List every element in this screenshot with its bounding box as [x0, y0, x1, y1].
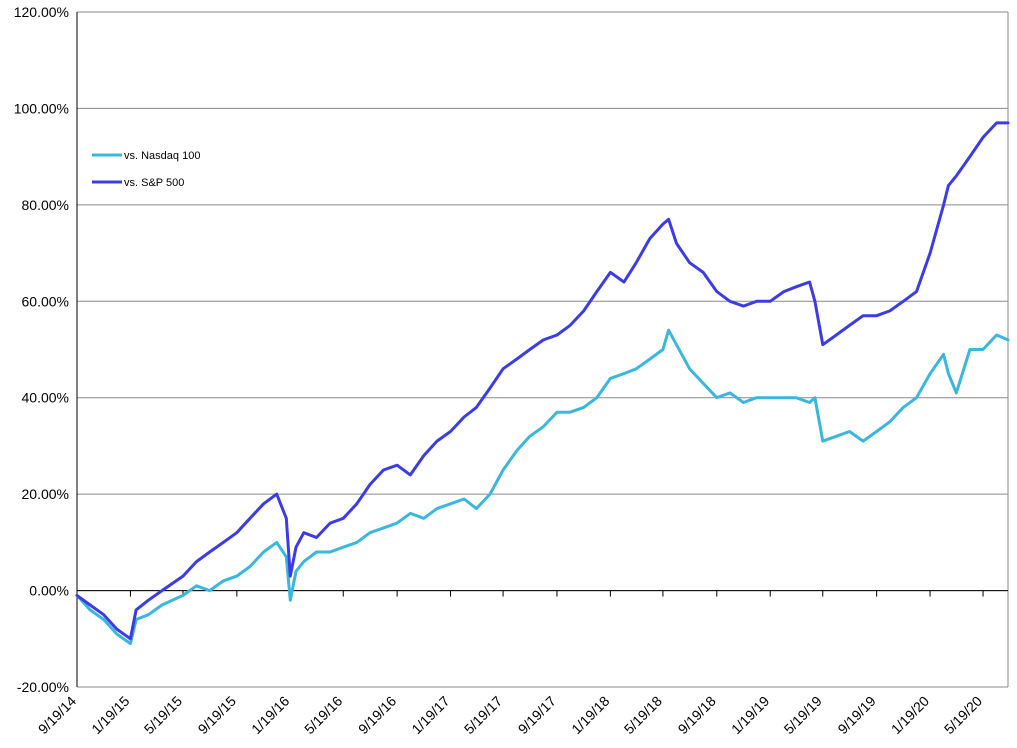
- series-line-nasdaq-100: [75, 328, 1010, 646]
- x-tick-label: 5/19/16: [301, 693, 345, 737]
- y-tick-label: 60.00%: [22, 293, 69, 309]
- x-tick-label: 1/19/19: [728, 693, 772, 737]
- x-tick-label: 9/19/19: [834, 693, 878, 737]
- x-tick-label: 1/19/20: [888, 693, 932, 737]
- legend-label: vs. Nasdaq 100: [124, 150, 200, 162]
- x-tick-label: 9/19/18: [675, 693, 719, 737]
- x-tick-label: 9/19/16: [355, 693, 399, 737]
- x-tick-label: 1/19/17: [408, 693, 452, 737]
- legend: vs. Nasdaq 100 vs. S&P 500: [92, 150, 200, 189]
- x-tick-label: 5/19/17: [461, 693, 505, 737]
- y-tick-label: 40.00%: [22, 390, 69, 406]
- axes: -20.00% 0.00% 20.00% 40.00% 60.00% 80.00% 100.…: [14, 4, 1009, 737]
- y-tick-label: 100.00%: [14, 100, 69, 116]
- x-tick-label: 5/19/20: [941, 693, 985, 737]
- x-tick-label: 5/19/15: [141, 693, 185, 737]
- x-tick-label: 9/19/17: [515, 693, 559, 737]
- x-tick-label: 9/19/15: [195, 693, 239, 737]
- series-lines: [75, 121, 1010, 646]
- x-tick-label: 9/19/14: [35, 693, 79, 737]
- x-tick-label: 1/19/18: [568, 693, 612, 737]
- y-tick-label: 120.00%: [14, 4, 69, 20]
- y-tick-label: 80.00%: [22, 197, 69, 213]
- x-tick-label: 1/19/15: [88, 693, 132, 737]
- x-tick-label: 1/19/16: [248, 693, 292, 737]
- y-tick-label: -20.00%: [17, 679, 69, 695]
- legend-label: vs. S&P 500: [124, 177, 184, 189]
- series-line-sp-500: [75, 121, 1010, 641]
- x-tick-label: 5/19/19: [781, 693, 825, 737]
- y-tick-label: 20.00%: [22, 486, 69, 502]
- y-tick-label: 0.00%: [29, 583, 69, 599]
- x-tick-label: 5/19/18: [621, 693, 665, 737]
